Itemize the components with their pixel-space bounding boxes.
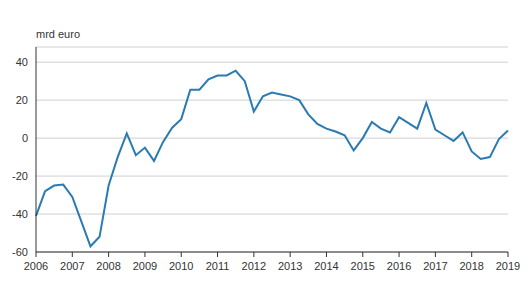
svg-text:2009: 2009 bbox=[133, 260, 157, 272]
svg-text:2014: 2014 bbox=[314, 260, 338, 272]
svg-text:2010: 2010 bbox=[169, 260, 193, 272]
svg-text:40: 40 bbox=[16, 56, 28, 68]
svg-text:2019: 2019 bbox=[496, 260, 520, 272]
svg-text:2006: 2006 bbox=[24, 260, 48, 272]
svg-text:2015: 2015 bbox=[351, 260, 375, 272]
svg-text:20: 20 bbox=[16, 94, 28, 106]
svg-text:2017: 2017 bbox=[423, 260, 447, 272]
svg-text:2018: 2018 bbox=[459, 260, 483, 272]
svg-text:0: 0 bbox=[22, 132, 28, 144]
svg-text:2016: 2016 bbox=[387, 260, 411, 272]
svg-text:-60: -60 bbox=[12, 246, 28, 258]
svg-text:2008: 2008 bbox=[96, 260, 120, 272]
svg-text:2013: 2013 bbox=[278, 260, 302, 272]
svg-text:2012: 2012 bbox=[242, 260, 266, 272]
html-text:mrd euro: mrd euro bbox=[36, 28, 80, 40]
svg-text:2007: 2007 bbox=[60, 260, 84, 272]
svg-text:-20: -20 bbox=[12, 170, 28, 182]
svg-text:-40: -40 bbox=[12, 208, 28, 220]
svg-text:2011: 2011 bbox=[206, 260, 230, 272]
